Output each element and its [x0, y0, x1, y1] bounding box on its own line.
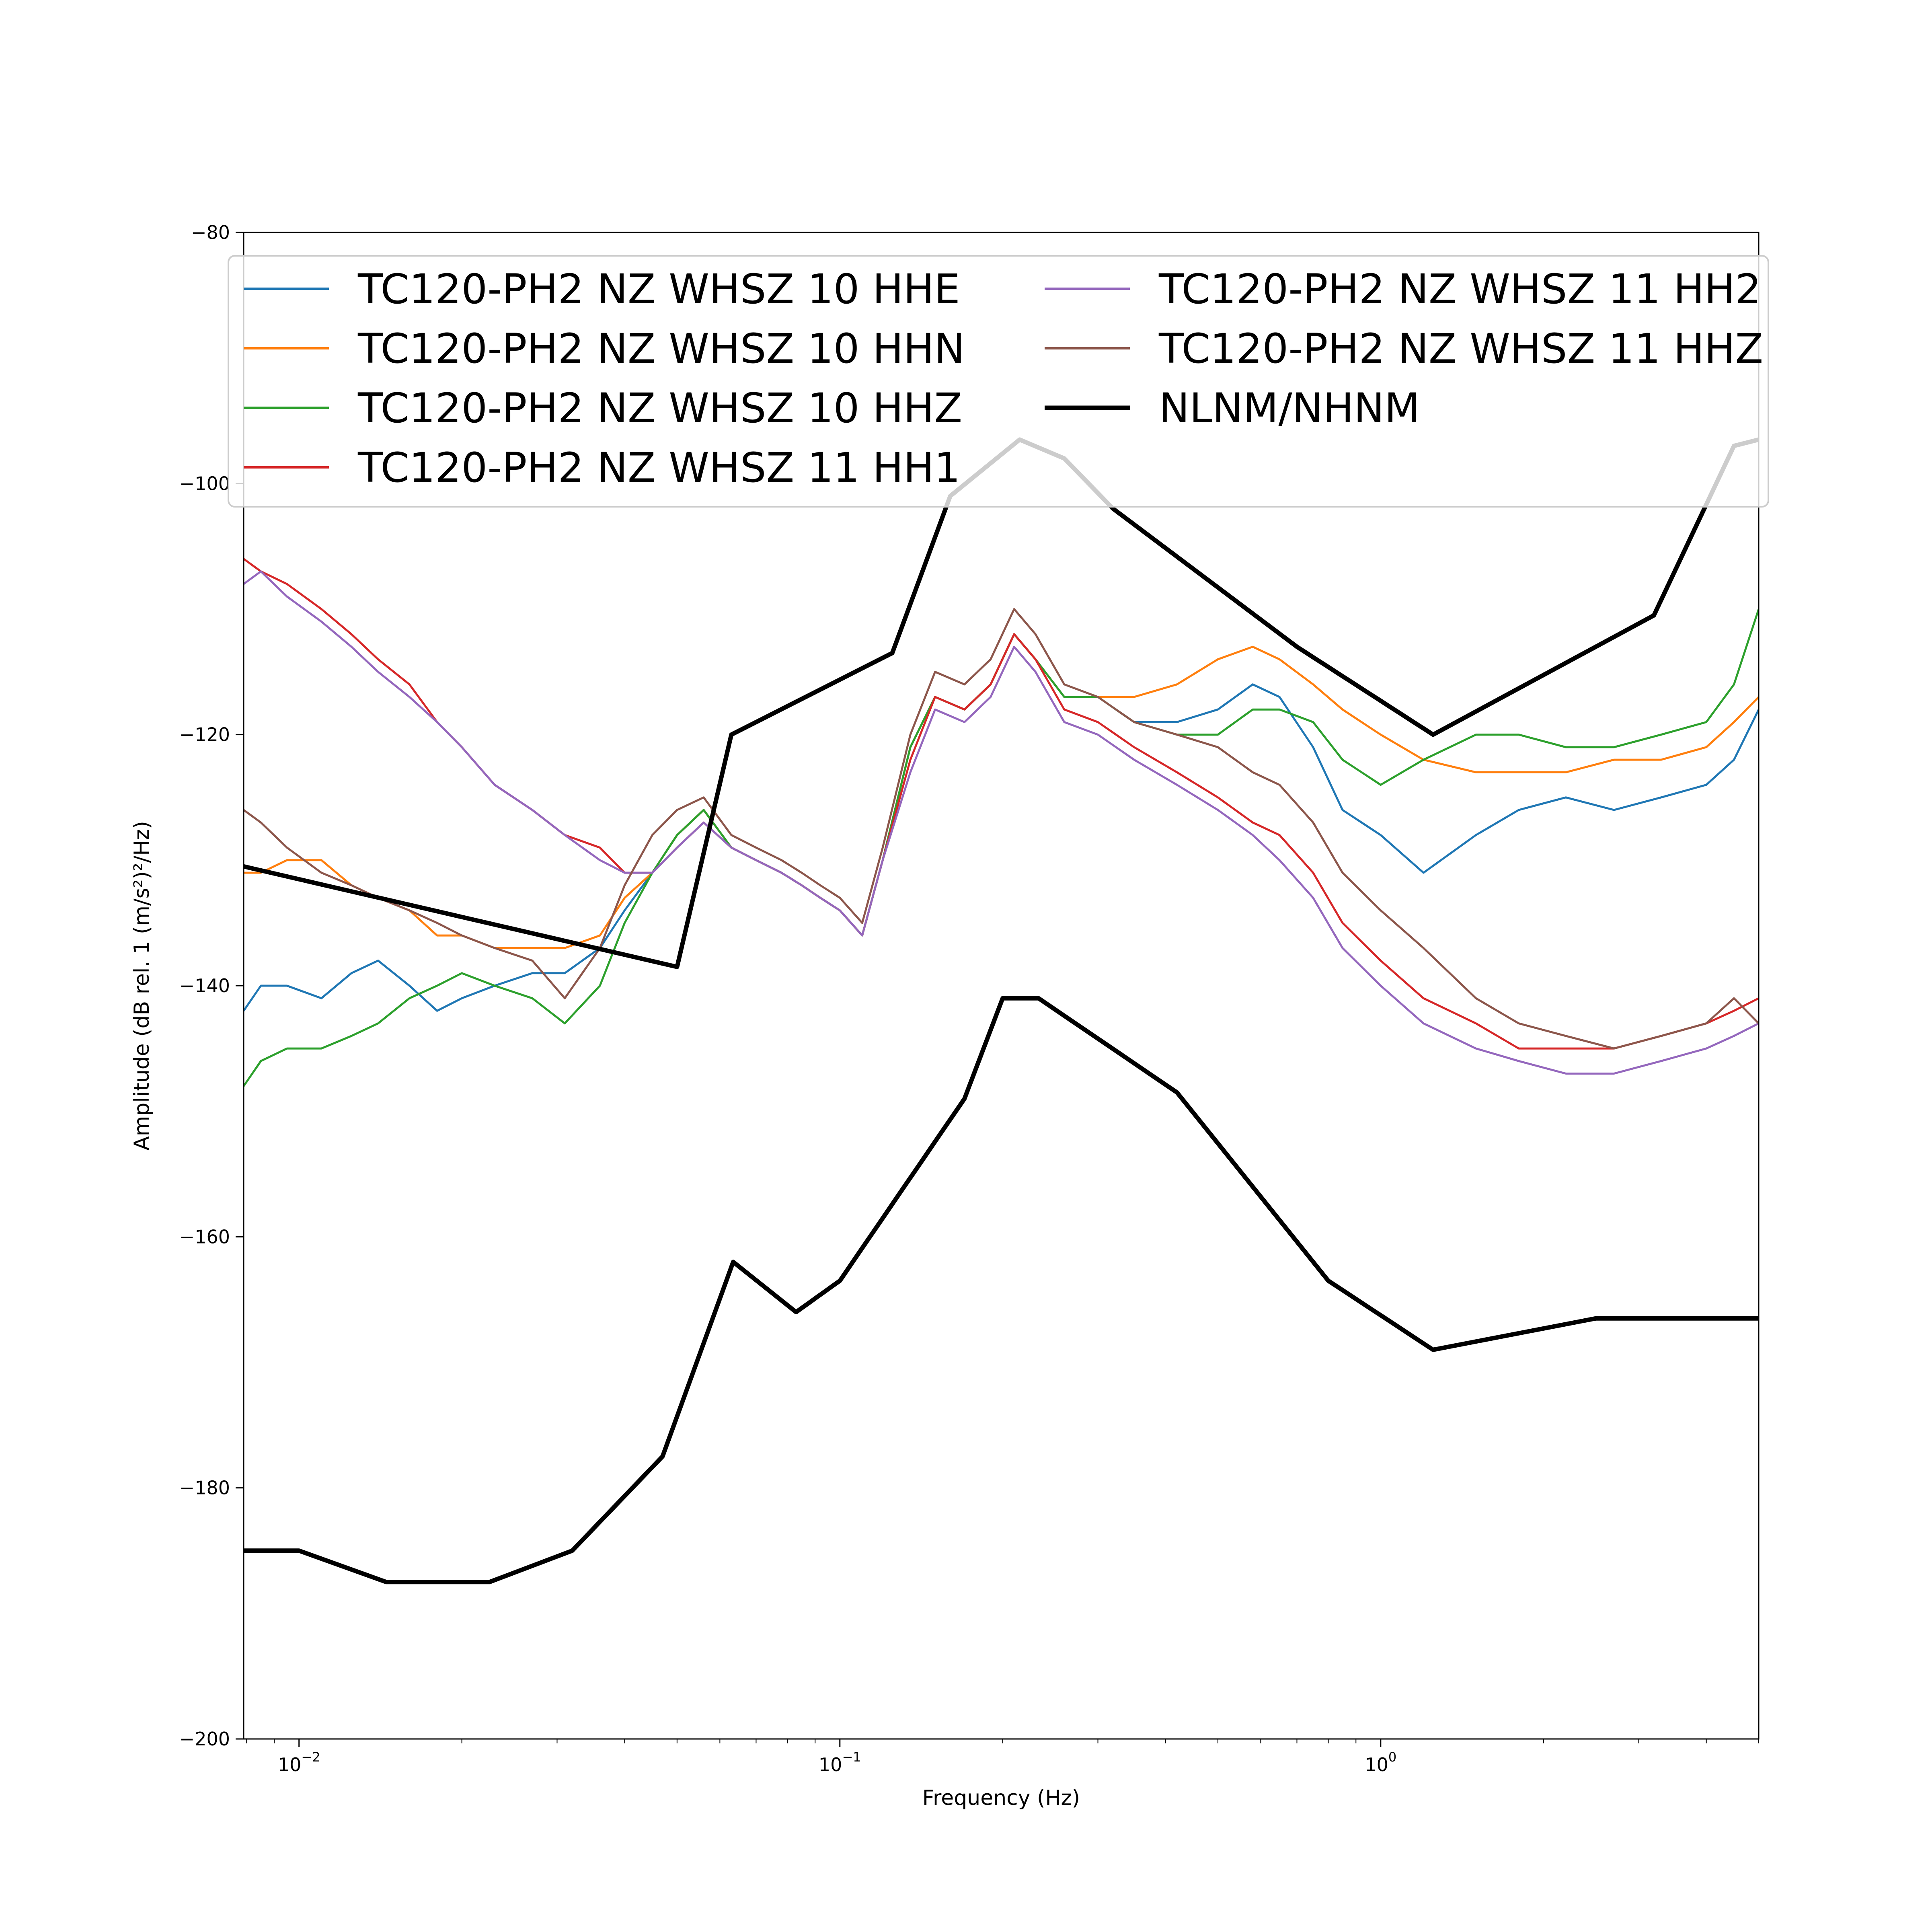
series-line-4	[244, 570, 1759, 1075]
y-tick-label-0: −80	[191, 222, 230, 243]
series-line-2	[244, 608, 1759, 1087]
plot-frame	[243, 232, 1760, 1740]
y-axis-label: Amplitude (dB rel. 1 (m/s²)²/Hz)	[130, 821, 154, 1151]
y-tick-label-6: −200	[179, 1728, 230, 1750]
legend-label-3: TC120-PH2 NZ WHSZ 11 HH1	[357, 444, 960, 492]
series-line-7	[244, 996, 1759, 1585]
x-tick-label-0: 10−2	[278, 1749, 320, 1776]
legend: TC120-PH2 NZ WHSZ 10 HHE TC120-PH2 NZ WHS…	[228, 255, 1769, 508]
legend-label-6: NLNM/NHNM	[1159, 384, 1420, 432]
y-tick-label-1: −100	[179, 473, 230, 494]
legend-label-2: TC120-PH2 NZ WHSZ 10 HHZ	[357, 384, 962, 432]
legend-label-4: TC120-PH2 NZ WHSZ 11 HH2	[1158, 265, 1761, 313]
legend-box	[228, 255, 1769, 508]
legend-label-1: TC120-PH2 NZ WHSZ 10 HHN	[357, 325, 965, 373]
legend-label-5: TC120-PH2 NZ WHSZ 11 HHZ	[1158, 325, 1763, 373]
x-axis-label: Frequency (Hz)	[922, 1786, 1080, 1810]
y-tick-label-5: −180	[179, 1477, 230, 1499]
y-tick-label-2: −120	[179, 724, 230, 746]
y-tick-label-4: −160	[179, 1226, 230, 1248]
x-tick-label-2: 100	[1365, 1749, 1396, 1776]
x-tick-label-1: 10−1	[819, 1749, 861, 1776]
y-tick-label-3: −140	[179, 975, 230, 997]
ticks-layer: −80 −100 −120 −140 −160 −180 −200 10−2 10−1 100	[179, 222, 1759, 1776]
series-line-5	[244, 608, 1759, 1050]
series-layer	[244, 437, 1759, 1585]
legend-label-0: TC120-PH2 NZ WHSZ 10 HHE	[357, 265, 960, 313]
